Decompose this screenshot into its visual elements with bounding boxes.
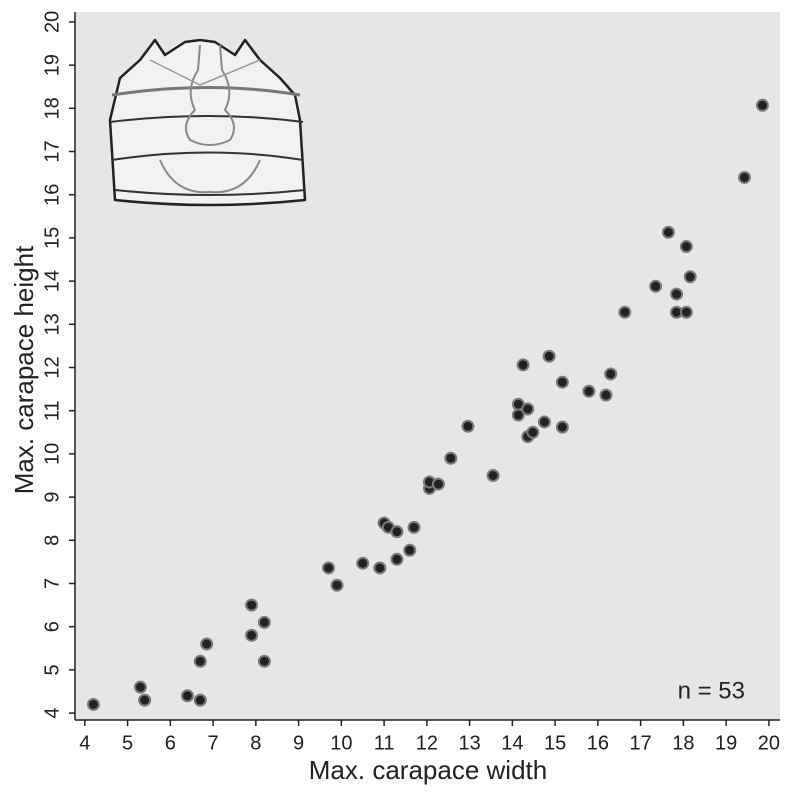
y-tick-label: 9 <box>41 492 63 503</box>
x-tick-label: 9 <box>293 732 304 754</box>
y-tick-label: 16 <box>41 184 63 206</box>
data-point <box>661 225 675 239</box>
x-tick-label: 15 <box>544 732 566 754</box>
y-tick-label: 4 <box>41 708 63 719</box>
data-point <box>679 305 693 319</box>
data-point <box>431 477 445 491</box>
y-tick-label: 5 <box>41 664 63 675</box>
y-tick-label: 19 <box>41 54 63 76</box>
data-point <box>390 552 404 566</box>
y-tick-label: 18 <box>41 97 63 119</box>
y-tick-label: 7 <box>41 578 63 589</box>
data-point <box>599 388 613 402</box>
data-point <box>486 469 500 483</box>
y-tick-label: 14 <box>41 270 63 292</box>
data-point <box>679 240 693 254</box>
data-point <box>555 375 569 389</box>
sample-size-annotation: n = 53 <box>678 677 745 704</box>
x-tick-label: 14 <box>501 732 523 754</box>
y-axis-title: Max. carapace height <box>9 245 39 494</box>
data-point <box>373 561 387 575</box>
data-point <box>618 305 632 319</box>
y-tick-label: 12 <box>41 356 63 378</box>
data-point <box>542 349 556 363</box>
data-point <box>521 402 535 416</box>
data-point <box>582 384 596 398</box>
data-point <box>180 689 194 703</box>
data-point <box>516 358 530 372</box>
carapace-illustration <box>108 38 307 207</box>
data-point <box>604 367 618 381</box>
x-tick-label: 13 <box>458 732 480 754</box>
x-tick-label: 10 <box>330 732 352 754</box>
y-tick-label: 15 <box>41 227 63 249</box>
data-point <box>245 628 259 642</box>
data-point <box>403 543 417 557</box>
x-tick-label: 5 <box>122 732 133 754</box>
data-point <box>200 637 214 651</box>
x-tick-label: 17 <box>629 732 651 754</box>
data-point <box>193 654 207 668</box>
data-point <box>193 693 207 707</box>
y-tick-label: 8 <box>41 535 63 546</box>
x-tick-label: 7 <box>208 732 219 754</box>
data-point <box>537 415 551 429</box>
x-tick-label: 20 <box>758 732 780 754</box>
x-tick-label: 12 <box>416 732 438 754</box>
y-tick-label: 20 <box>41 11 63 33</box>
data-point <box>444 451 458 465</box>
data-point <box>407 520 421 534</box>
data-point <box>356 556 370 570</box>
y-tick-label: 13 <box>41 313 63 335</box>
data-point <box>526 425 540 439</box>
data-point <box>330 578 344 592</box>
data-point <box>511 408 525 422</box>
x-tick-label: 19 <box>715 732 737 754</box>
data-point <box>738 170 752 184</box>
data-point <box>86 697 100 711</box>
x-tick-label: 16 <box>587 732 609 754</box>
y-tick-label: 17 <box>41 140 63 162</box>
x-tick-label: 11 <box>374 732 395 754</box>
data-point <box>649 279 663 293</box>
data-point <box>390 525 404 539</box>
data-point <box>138 693 152 707</box>
x-tick-label: 4 <box>79 732 90 754</box>
y-tick-label: 10 <box>41 443 63 465</box>
data-point <box>133 680 147 694</box>
data-point <box>257 654 271 668</box>
data-point <box>670 287 684 301</box>
data-point <box>461 419 475 433</box>
data-point <box>683 270 697 284</box>
x-tick-label: 8 <box>250 732 261 754</box>
data-point <box>257 615 271 629</box>
data-point <box>322 561 336 575</box>
x-tick-label: 18 <box>672 732 694 754</box>
data-point <box>755 98 769 112</box>
data-point <box>555 420 569 434</box>
y-tick-label: 6 <box>41 621 63 632</box>
x-tick-label: 6 <box>165 732 176 754</box>
x-axis-title: Max. carapace width <box>309 755 547 785</box>
data-point <box>245 598 259 612</box>
y-tick-label: 11 <box>41 400 63 421</box>
